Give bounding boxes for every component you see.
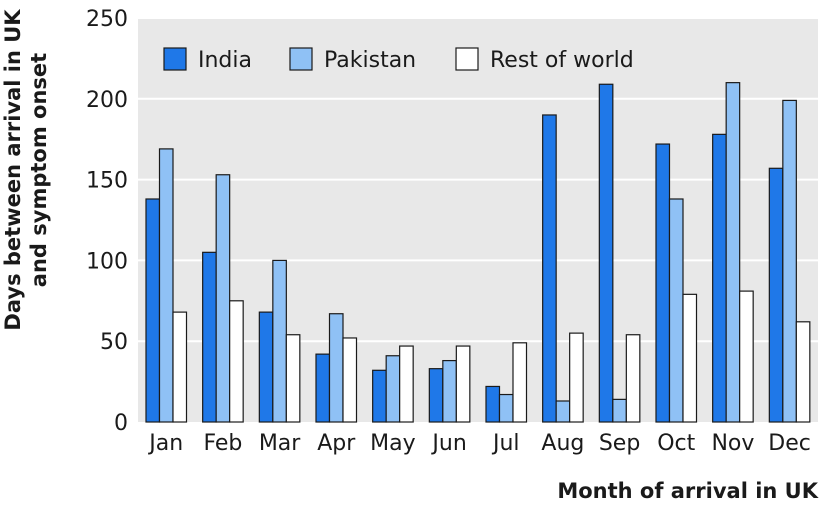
y-axis-ticks: 0 50 100 150 200 250 xyxy=(86,7,128,436)
bar xyxy=(485,385,501,423)
bar xyxy=(598,83,614,423)
bar xyxy=(795,321,811,423)
bar xyxy=(385,355,401,423)
bar xyxy=(372,369,387,423)
legend-swatch xyxy=(163,47,187,71)
y-tick-label: 100 xyxy=(86,249,128,274)
y-tick-label: 50 xyxy=(100,330,128,355)
legend-label: Pakistan xyxy=(324,48,416,73)
x-tick-label: Jun xyxy=(430,431,466,456)
x-tick-label: Aug xyxy=(541,431,584,456)
x-tick-label: Oct xyxy=(657,431,695,456)
x-tick-label: Feb xyxy=(203,431,242,456)
bar xyxy=(158,148,174,423)
x-tick-label: Jul xyxy=(491,431,520,456)
bars xyxy=(145,82,811,423)
bar xyxy=(145,198,161,423)
x-tick-label: Apr xyxy=(317,431,356,456)
bar xyxy=(725,82,741,423)
bar xyxy=(569,332,584,423)
bar xyxy=(285,334,301,423)
plot-background xyxy=(138,18,818,422)
legend-label: India xyxy=(198,48,252,73)
x-tick-label: May xyxy=(370,431,415,456)
bar xyxy=(258,311,274,423)
bar xyxy=(668,198,684,423)
legend-swatch xyxy=(455,47,479,71)
x-tick-label: Dec xyxy=(768,431,811,456)
bar xyxy=(655,143,671,423)
x-axis-title: Month of arrival in UK xyxy=(557,479,818,503)
x-tick-label: Jan xyxy=(147,431,183,456)
bar xyxy=(428,368,444,423)
gridlines xyxy=(138,17,818,343)
x-tick-label: Nov xyxy=(711,431,754,456)
bar xyxy=(612,398,627,423)
bar xyxy=(399,345,414,423)
bar xyxy=(782,99,797,423)
bar xyxy=(682,293,698,423)
bar xyxy=(328,313,344,423)
legend: India Pakistan Rest of world xyxy=(163,47,634,73)
bar xyxy=(625,334,641,423)
bar xyxy=(739,290,754,423)
bar xyxy=(272,259,287,423)
x-tick-label: Mar xyxy=(259,431,301,456)
x-axis-ticks: Jan Feb Mar Apr May Jun Jul Aug Sep Oct Nov Dec xyxy=(147,431,811,456)
y-axis-title-line-2: and symptom onset xyxy=(27,53,51,287)
legend-label: Rest of world xyxy=(490,48,634,73)
bar xyxy=(542,114,557,423)
bar xyxy=(768,167,784,423)
bar xyxy=(202,251,217,423)
bar xyxy=(712,133,727,423)
y-axis-title-line-1: Days between arrival in UK xyxy=(1,9,25,331)
bar xyxy=(215,174,231,423)
bar xyxy=(498,393,514,423)
bar xyxy=(442,359,457,423)
bar xyxy=(342,337,358,423)
bar xyxy=(455,345,471,423)
y-tick-label: 200 xyxy=(86,88,128,113)
bar xyxy=(172,311,188,423)
y-tick-label: 0 xyxy=(114,411,128,436)
bar xyxy=(315,353,331,423)
legend-swatch xyxy=(289,47,313,71)
bar xyxy=(229,300,244,423)
y-tick-label: 250 xyxy=(86,7,128,32)
bar xyxy=(512,342,528,423)
bar xyxy=(555,400,571,423)
y-tick-label: 150 xyxy=(86,169,128,194)
x-tick-label: Sep xyxy=(599,431,640,456)
y-axis-title: Days between arrival in UK and symptom o… xyxy=(1,9,51,331)
